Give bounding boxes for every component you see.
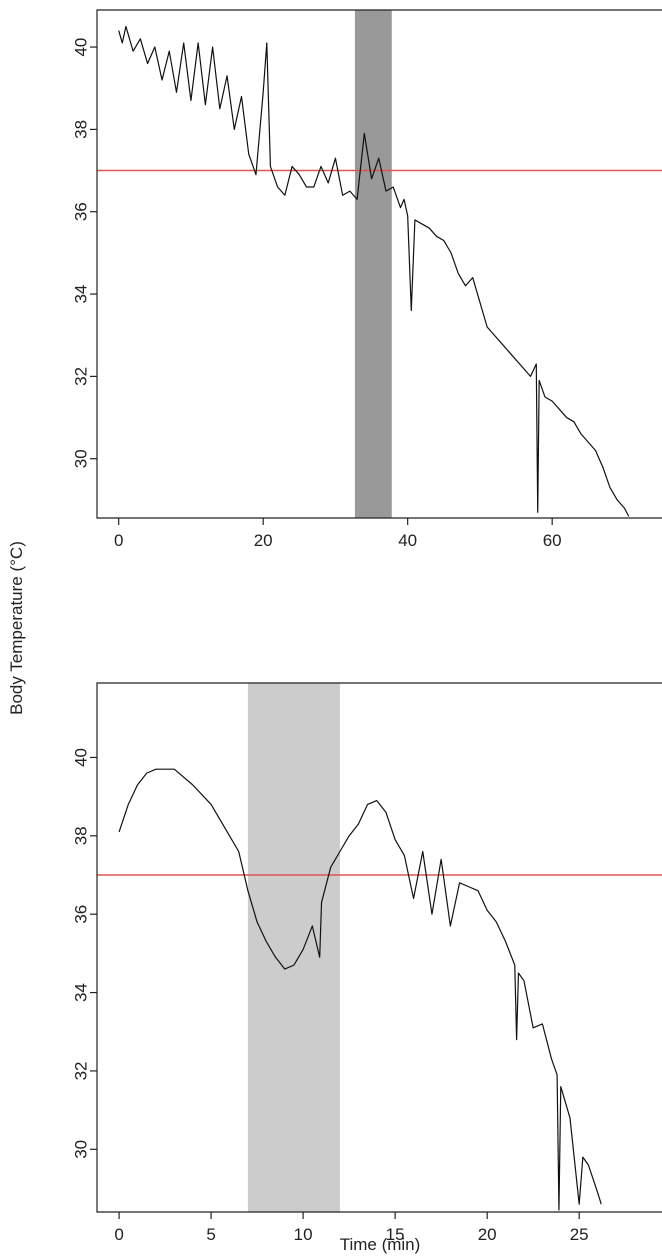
plot-area [97,10,662,518]
x-axis-label: Time (min) [340,1235,421,1254]
shaded-band [354,10,392,518]
y-tick-label: 38 [71,826,90,845]
x-tick-label: 0 [114,1225,123,1244]
y-tick-label: 30 [71,1140,90,1159]
y-tick-label: 38 [71,120,90,139]
x-tick-label: 15 [386,1225,405,1244]
y-axis-label: Body Temperature (°C) [7,541,26,715]
axis-frame [96,9,662,519]
x-tick-label: 20 [254,531,273,550]
y-tick-label: 40 [71,748,90,767]
data-line [118,25,630,517]
y-tick-label: 32 [71,367,90,386]
x-tick-label: 20 [478,1225,497,1244]
x-tick-label: 60 [543,531,562,550]
y-tick-label: 32 [71,1061,90,1080]
shaded-band [247,683,340,1212]
x-tick-label: 25 [570,1225,589,1244]
x-tick-label: 0 [114,531,123,550]
y-tick-label: 34 [71,285,90,304]
y-tick-label: 30 [71,449,90,468]
y-tick-label: 36 [71,202,90,221]
y-tick-label: 36 [71,905,90,924]
y-tick-label: 40 [71,38,90,57]
plot-area [97,683,662,1212]
x-tick-label: 40 [398,531,417,550]
axis-frame [96,682,662,1213]
y-tick-label: 34 [71,983,90,1002]
data-line [118,768,602,1211]
x-tick-label: 10 [294,1225,313,1244]
x-tick-label: 5 [206,1225,215,1244]
